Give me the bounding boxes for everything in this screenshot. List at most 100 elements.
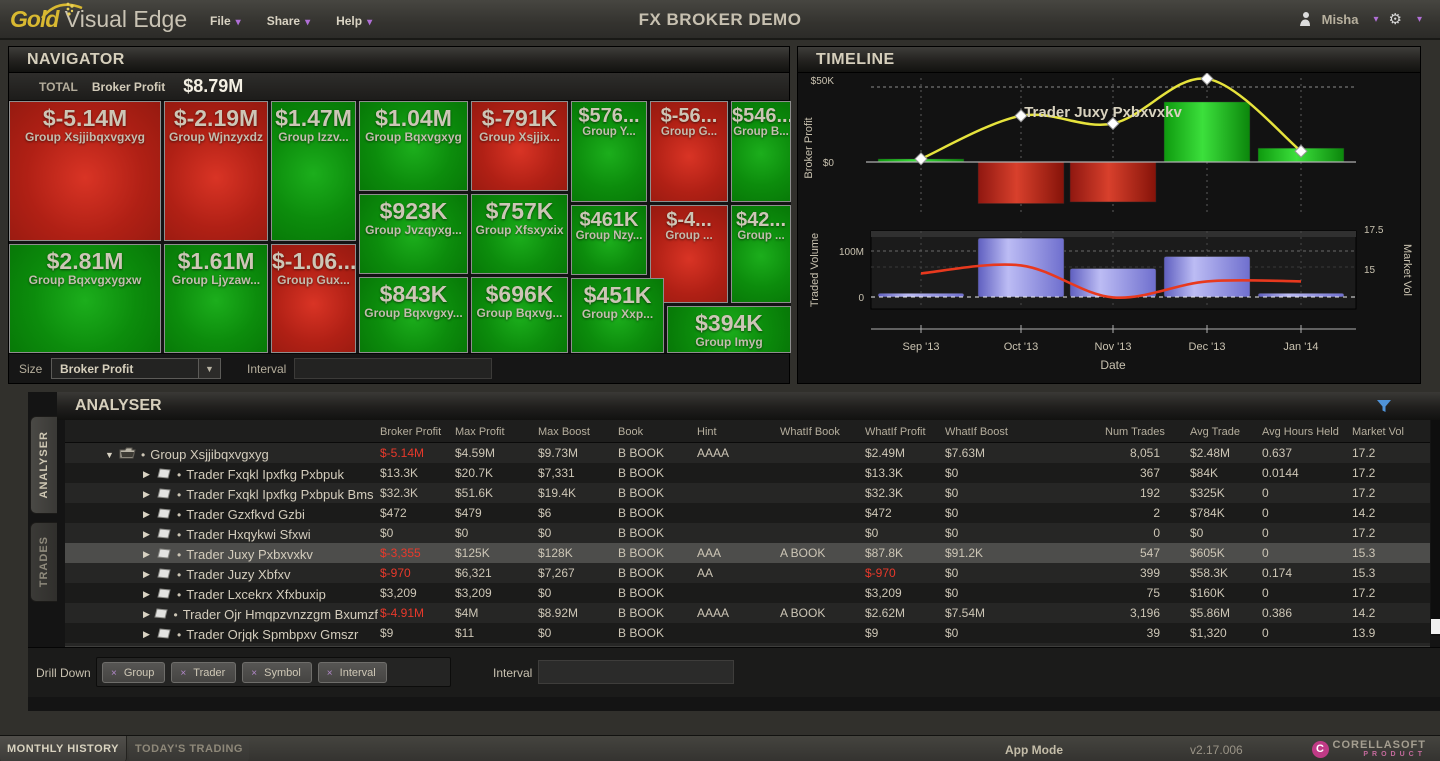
table-cell: $0 [538, 586, 552, 600]
analyser-interval-input[interactable] [538, 660, 734, 684]
table-cell: $8.92M [538, 606, 579, 620]
menu-share[interactable]: Share ▾ [266, 14, 311, 28]
expand-caret-icon[interactable]: ▶ [143, 529, 150, 539]
table-row[interactable]: ▶ • Trader Juxy Pxbxvxkv $-3,355 $125K $12… [65, 543, 1430, 563]
column-header[interactable]: Book [618, 426, 644, 438]
column-header[interactable]: Max Profit [455, 426, 505, 438]
treemap-tile[interactable]: $-56... Group G... [650, 101, 728, 202]
table-cell: $9.73M [538, 446, 579, 460]
tile-name: Group ... [737, 230, 785, 242]
svg-text:15: 15 [1364, 265, 1376, 276]
column-header[interactable]: Broker Profit [380, 426, 442, 438]
tile-value: $-791K [481, 105, 558, 131]
trader-icon [157, 627, 171, 639]
user-menu[interactable]: Misha [1321, 11, 1359, 27]
column-header[interactable]: WhatIf Profit [865, 426, 926, 438]
volume-bar [877, 293, 965, 298]
expand-caret-icon[interactable]: ▶ [143, 629, 150, 639]
treemap-tile[interactable]: $461K Group Nzy... [571, 205, 647, 275]
treemap-tile[interactable]: $1.47M Group Izzv... [271, 101, 356, 241]
gear-icon[interactable]: ⚙ [1388, 11, 1402, 28]
expand-caret-icon[interactable]: ▼ [105, 449, 114, 460]
treemap-tile[interactable]: $-5.14M Group Xsjjibqxvgxyg [9, 101, 161, 241]
diamond-marker [914, 152, 928, 166]
tile-name: Group Bqxvgxygxw [28, 273, 142, 287]
table-cell: 0 [1262, 626, 1269, 640]
size-select[interactable]: Broker Profit [51, 358, 199, 379]
svg-text:Sep '13: Sep '13 [903, 341, 940, 353]
expand-caret-icon[interactable]: ▶ [143, 489, 150, 499]
table-cell: $3,209 [455, 586, 492, 600]
expand-caret-icon[interactable]: ▶ [143, 469, 150, 479]
drill-chip-group[interactable]: × Group [102, 662, 166, 683]
expand-caret-icon[interactable]: ▶ [143, 549, 150, 559]
treemap-tile[interactable]: $546... Group B... [731, 101, 791, 202]
table-cell: $128K [538, 546, 573, 560]
treemap-tile[interactable]: $2.81M Group Bqxvgxygxw [9, 244, 161, 353]
select-arrow-icon[interactable]: ▼ [199, 358, 221, 379]
navigator-panel: NAVIGATOR TOTAL Broker Profit $8.79M $-5… [8, 46, 791, 384]
treemap-tile[interactable]: $696K Group Bqxvg... [471, 277, 568, 353]
svg-text:Date: Date [1100, 358, 1126, 372]
tab-trades[interactable]: TRADES [30, 522, 57, 602]
tab-todays-trading[interactable]: TODAY'S TRADING [129, 736, 249, 761]
table-row[interactable]: ▶ • Trader Ojr Hmqpzvnzzgm Bxumzf $-4.91… [65, 603, 1430, 623]
column-header[interactable]: WhatIf Book [780, 426, 840, 438]
expand-caret-icon[interactable]: ▶ [143, 609, 150, 619]
table-row[interactable]: ▶ • Trader Fxqkl Ipxfkg Pxbpuk $13.3K $20… [65, 463, 1430, 483]
drill-chip-trader[interactable]: × Trader [171, 662, 237, 683]
tile-name: Group Gux... [277, 273, 350, 287]
expand-caret-icon[interactable]: ▶ [143, 509, 150, 519]
filter-icon[interactable] [1376, 398, 1392, 414]
tab-analyser[interactable]: ANALYSER [30, 416, 57, 514]
table-row[interactable]: ▶ • Trader Lxcekrx Xfxbuxip $3,209 $3,209… [65, 583, 1430, 603]
table-row[interactable]: ▶ • Trader Gzxfkvd Gzbi $472 $479 $6 B BOOK… [65, 503, 1430, 523]
column-header[interactable]: Market Vol [1352, 426, 1404, 438]
close-icon[interactable]: × [326, 668, 333, 679]
table-cell: 13.9 [1352, 626, 1376, 640]
treemap-tile[interactable]: $1.04M Group Bqxvgxyg [359, 101, 468, 191]
tile-value: $1.04M [375, 105, 452, 131]
drill-chip-interval[interactable]: × Interval [317, 662, 387, 683]
timeline-chart[interactable]: $50K $0 Broker Profit Trader Juxy Pxbxvxkv 1… [798, 73, 1420, 383]
table-cell: $-5.14M [380, 446, 425, 460]
expand-caret-icon[interactable]: ▶ [143, 589, 150, 599]
table-row[interactable]: ▶ • Trader Juzy Xbfxv $-970 $6,321 $7,267 B… [65, 563, 1430, 583]
tab-monthly-history[interactable]: MONTHLY HISTORY [0, 736, 127, 761]
column-header[interactable]: Avg Trade [1190, 426, 1240, 438]
treemap-tile[interactable]: $-791K Group Xsjjix... [471, 101, 568, 191]
treemap-tile[interactable]: $923K Group Jvzqyxg... [359, 194, 468, 274]
menu-help[interactable]: Help ▾ [336, 14, 373, 28]
table-row[interactable]: ▶ • Trader Hxqykwi Sfxwi $0 $0 $0 B BOOK $0 $… [65, 523, 1430, 543]
drill-chip-symbol[interactable]: × Symbol [242, 662, 312, 683]
navigator-interval-input[interactable] [294, 358, 492, 379]
treemap-tile[interactable]: $394K Group Imyg [667, 306, 791, 353]
table-cell [695, 623, 778, 643]
table-row[interactable]: ▼ • Group Xsjjibqxvgxyg $-5.14M $4.59M $9.… [65, 443, 1430, 463]
treemap-tile[interactable]: $1.61M Group Ljyzaw... [164, 244, 268, 353]
column-header[interactable]: Avg Hours Held [1262, 426, 1339, 438]
vertical-scrollbar[interactable] [1431, 420, 1440, 636]
column-header[interactable]: WhatIf Boost [945, 426, 1008, 438]
close-icon[interactable]: × [251, 668, 258, 679]
vertical-scrollbar-thumb[interactable] [1431, 619, 1440, 634]
menu-file[interactable]: File ▾ [210, 14, 241, 28]
column-header[interactable]: Max Boost [538, 426, 590, 438]
treemap-tile[interactable]: $576... Group Y... [571, 101, 647, 202]
treemap-tile[interactable]: $-4... Group ... [650, 205, 728, 303]
chevron-down-icon: ▾ [1373, 13, 1379, 25]
table-row[interactable]: ▶ • Trader Orjqk Spmbpxv Gmszr $9 $11 $0 B … [65, 623, 1430, 643]
expand-caret-icon[interactable]: ▶ [143, 569, 150, 579]
treemap-tile[interactable]: $-1.06... Group Gux... [271, 244, 356, 353]
close-icon[interactable]: × [180, 668, 187, 679]
table-row[interactable]: ▶ • Trader Fxqkl Ipxfkg Pxbpuk Bms $32.3… [65, 483, 1430, 503]
tile-value: $696K [485, 281, 554, 307]
treemap-tile[interactable]: $843K Group Bqxvgxy... [359, 277, 468, 353]
treemap-tile[interactable]: $-2.19M Group Wjnzyxdz [164, 101, 268, 241]
treemap-tile[interactable]: $757K Group Xfsxyxix [471, 194, 568, 274]
close-icon[interactable]: × [111, 668, 117, 679]
treemap-tile[interactable]: $451K Group Xxp... [571, 278, 664, 353]
column-header[interactable]: Hint [697, 426, 717, 438]
column-header[interactable]: Num Trades [1105, 426, 1165, 438]
treemap-tile[interactable]: $42... Group ... [731, 205, 791, 303]
